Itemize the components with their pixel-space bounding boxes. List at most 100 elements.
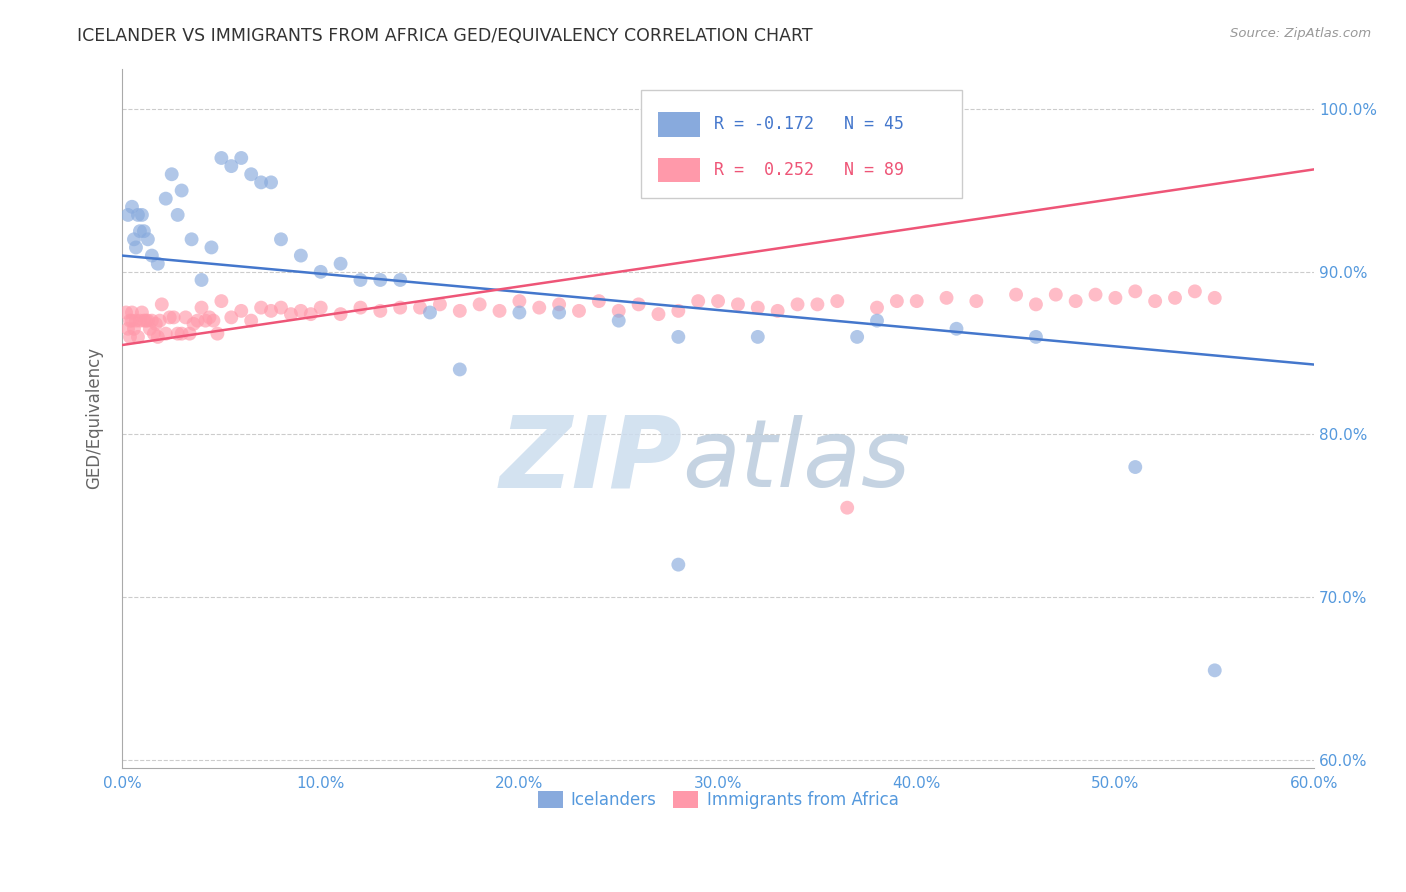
Point [886, 294, 908, 309]
Point [747, 330, 769, 344]
Point [131, 208, 153, 222]
Point [449, 304, 471, 318]
Point [688, 294, 710, 309]
Point [270, 301, 292, 315]
Point [129, 224, 152, 238]
Legend: Icelanders, Immigrants from Africa: Icelanders, Immigrants from Africa [531, 784, 905, 815]
Point [121, 200, 143, 214]
Point [209, 151, 232, 165]
Point [125, 240, 148, 254]
Point [707, 294, 730, 309]
Point [131, 305, 153, 319]
Point [866, 301, 889, 315]
Point [231, 151, 253, 165]
Point [389, 273, 412, 287]
Point [115, 305, 138, 319]
Point [180, 232, 202, 246]
Point [837, 500, 859, 515]
Point [290, 249, 312, 263]
Point [786, 297, 808, 311]
Point [1104, 291, 1126, 305]
Point [190, 273, 212, 287]
Point [1123, 460, 1146, 475]
Point [146, 330, 169, 344]
Text: ICELANDER VS IMMIGRANTS FROM AFRICA GED/EQUIVALENCY CORRELATION CHART: ICELANDER VS IMMIGRANTS FROM AFRICA GED/… [77, 27, 813, 45]
Point [250, 175, 273, 189]
Point [139, 322, 162, 336]
Point [149, 313, 172, 327]
Point [202, 313, 225, 327]
Point [231, 304, 253, 318]
Point [747, 301, 769, 315]
Point [627, 297, 650, 311]
Point [389, 301, 412, 315]
Point [548, 305, 571, 319]
Point [240, 313, 263, 327]
Point [766, 304, 789, 318]
Point [163, 310, 186, 325]
Point [221, 159, 243, 173]
Point [121, 305, 143, 319]
Point [170, 184, 193, 198]
FancyBboxPatch shape [658, 112, 700, 136]
Point [155, 192, 177, 206]
Point [179, 326, 201, 341]
Point [135, 313, 157, 327]
Point [150, 297, 173, 311]
Point [290, 304, 312, 318]
Point [529, 301, 551, 315]
Point [1184, 285, 1206, 299]
Point [1144, 294, 1167, 309]
Point [806, 297, 828, 311]
Point [329, 307, 352, 321]
Point [488, 304, 510, 318]
Point [118, 313, 141, 327]
Point [468, 297, 491, 311]
Point [117, 322, 139, 336]
Point [200, 240, 222, 254]
Point [1025, 330, 1047, 344]
Point [127, 208, 149, 222]
Text: Source: ZipAtlas.com: Source: ZipAtlas.com [1230, 27, 1371, 40]
Point [1084, 287, 1107, 301]
FancyBboxPatch shape [641, 89, 963, 198]
Point [132, 224, 155, 238]
Text: R = -0.172   N = 45: R = -0.172 N = 45 [714, 115, 904, 134]
FancyBboxPatch shape [658, 158, 700, 182]
Point [145, 317, 167, 331]
Point [1204, 664, 1226, 678]
Point [159, 310, 181, 325]
Point [568, 304, 591, 318]
Point [349, 273, 371, 287]
Text: R =  0.252   N = 89: R = 0.252 N = 89 [714, 161, 904, 179]
Point [174, 310, 197, 325]
Point [935, 291, 957, 305]
Point [132, 313, 155, 327]
Point [666, 304, 689, 318]
Point [198, 310, 221, 325]
Point [508, 294, 530, 309]
Point [449, 362, 471, 376]
Point [270, 232, 292, 246]
Point [607, 313, 630, 327]
Text: ZIP: ZIP [499, 412, 682, 508]
Point [965, 294, 987, 309]
Point [419, 305, 441, 319]
Point [349, 301, 371, 315]
Point [280, 307, 302, 321]
Point [905, 294, 928, 309]
Point [142, 326, 165, 341]
Point [121, 313, 143, 327]
Point [825, 294, 848, 309]
Point [1123, 285, 1146, 299]
Point [299, 307, 322, 321]
Point [508, 305, 530, 319]
Point [141, 313, 163, 327]
Point [1045, 287, 1067, 301]
Point [160, 167, 183, 181]
Point [260, 304, 283, 318]
Point [1164, 291, 1187, 305]
Point [146, 257, 169, 271]
Point [122, 322, 145, 336]
Point [122, 232, 145, 246]
